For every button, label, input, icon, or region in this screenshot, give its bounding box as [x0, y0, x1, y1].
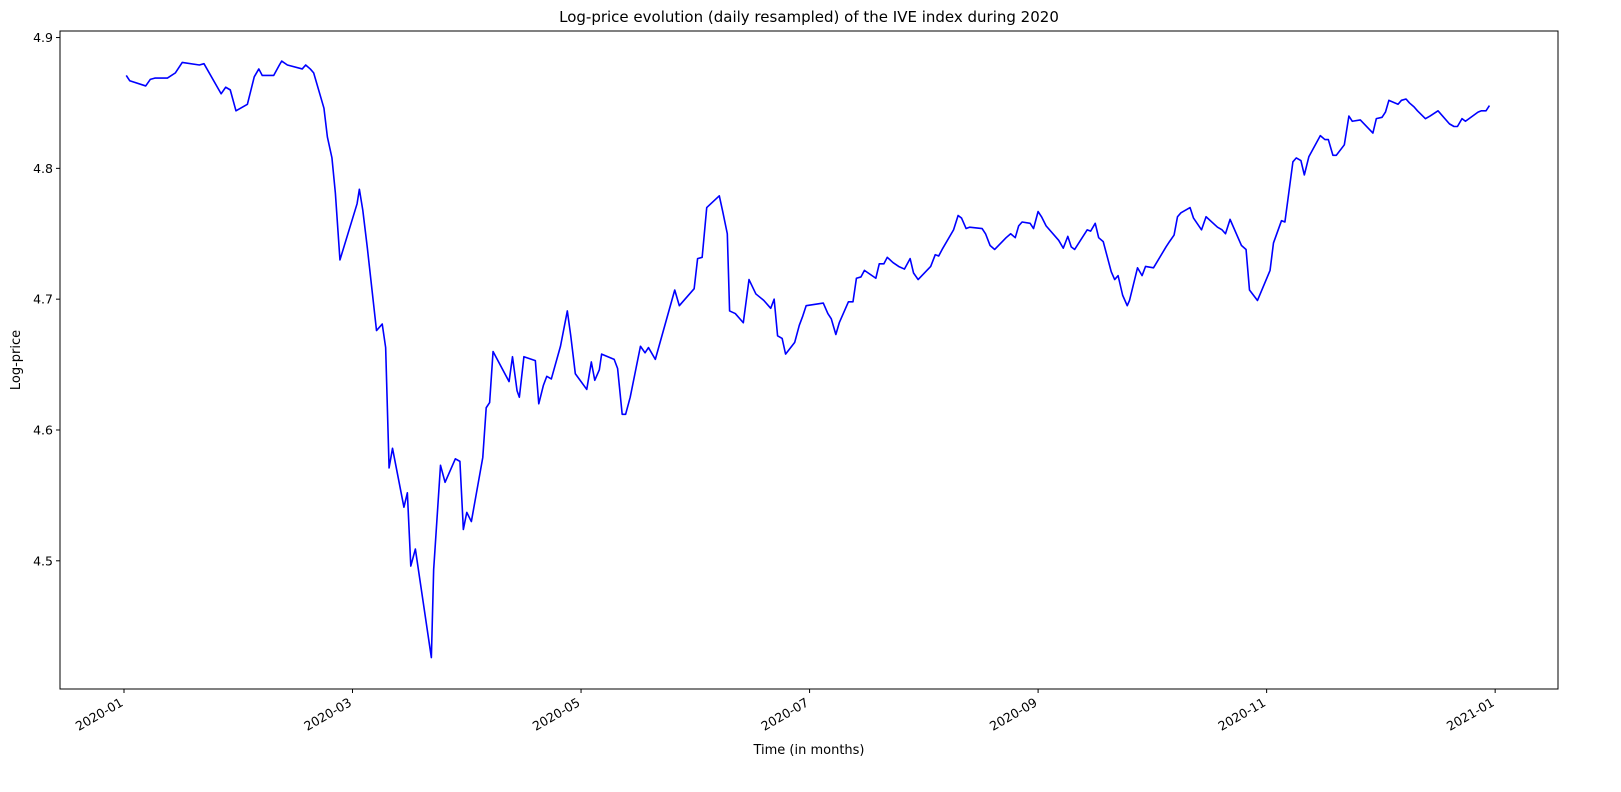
x-tick-label: 2020-07 — [758, 695, 811, 734]
chart-title: Log-price evolution (daily resampled) of… — [559, 8, 1059, 26]
x-tick-label: 2020-11 — [1215, 695, 1268, 734]
y-tick-label: 4.6 — [33, 422, 53, 437]
x-tick-label: 2020-09 — [987, 695, 1040, 734]
x-tick-label: 2021-01 — [1444, 695, 1497, 734]
y-axis-label: Log-price — [9, 330, 24, 390]
x-tick-label: 2020-01 — [73, 695, 126, 734]
y-tick-label: 4.8 — [33, 161, 53, 176]
y-tick-label: 4.9 — [33, 30, 53, 45]
x-tick-label: 2020-05 — [530, 695, 583, 734]
y-tick-label: 4.7 — [33, 292, 53, 307]
y-tick-label: 4.5 — [33, 553, 53, 568]
plot-frame — [59, 30, 1559, 690]
x-tick-label: 2020-03 — [301, 695, 354, 734]
data-line — [125, 60, 1491, 659]
x-axis-label: Time (in months) — [752, 743, 864, 758]
